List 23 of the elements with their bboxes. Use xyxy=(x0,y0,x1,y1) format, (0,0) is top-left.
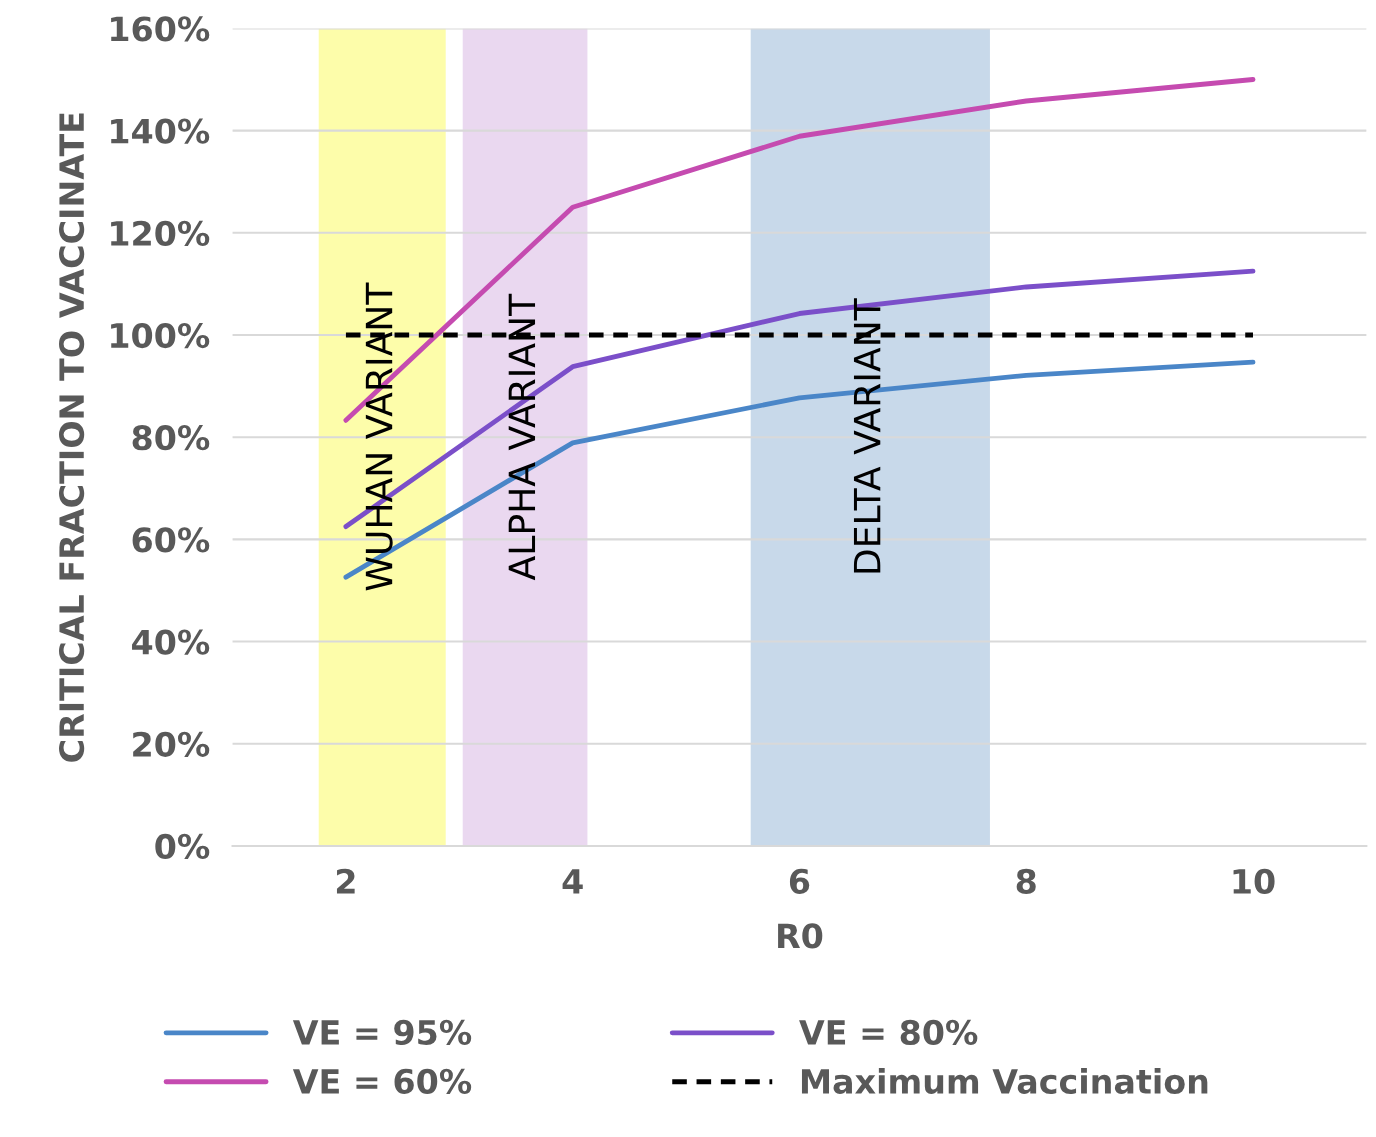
x-tick-label: 8 xyxy=(1016,868,1036,894)
y-axis-title: CRITICAL FRACTION TO VACCINATE xyxy=(59,113,85,762)
x-tick-label: 2 xyxy=(336,868,355,894)
y-tick-label: 100% xyxy=(111,322,210,349)
legend-label: VE = 80% xyxy=(799,1019,978,1045)
band-label: ALPHA VARIANT xyxy=(508,293,536,581)
x-tick-label: 6 xyxy=(789,868,810,894)
x-tick-label: 4 xyxy=(562,869,583,894)
legend-label: VE = 60% xyxy=(292,1068,472,1094)
legend-label: VE = 95% xyxy=(292,1019,472,1045)
y-tick-label: 60% xyxy=(132,527,210,553)
y-tick-label: 20% xyxy=(133,731,210,757)
band-label: DELTA VARIANT xyxy=(853,298,881,573)
y-tick-label: 140% xyxy=(111,118,210,144)
y-tick-label: 0% xyxy=(155,833,210,860)
y-tick-label: 160% xyxy=(111,16,210,42)
y-tick-label: 120% xyxy=(111,220,210,246)
y-tick-label: 80% xyxy=(132,425,210,451)
x-axis-title: R0 xyxy=(778,923,823,949)
x-tick-label: 10 xyxy=(1233,868,1275,894)
y-tick-label: 40% xyxy=(132,629,210,655)
band-label: WUHAN VARIANT xyxy=(365,282,393,591)
legend-label: Maximum Vaccination xyxy=(801,1068,1208,1094)
